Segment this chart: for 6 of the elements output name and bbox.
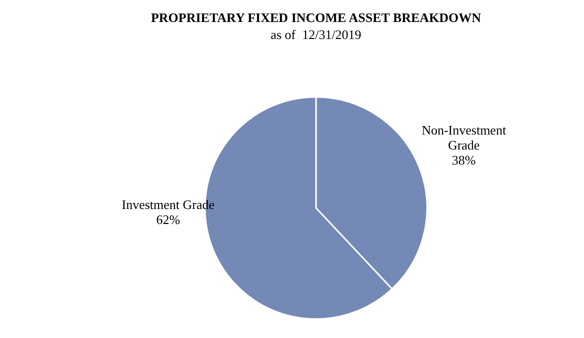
slice-label: Investment Grade [122, 197, 215, 212]
chart-title: PROPRIETARY FIXED INCOME ASSET BREAKDOWN [150, 10, 482, 25]
data-label: 38% [452, 152, 476, 168]
chart-subtitle: as of 12/31/2019 [270, 27, 362, 42]
data-label: 62% [156, 212, 180, 228]
slice-label: Non-Investment Grade [422, 122, 506, 152]
